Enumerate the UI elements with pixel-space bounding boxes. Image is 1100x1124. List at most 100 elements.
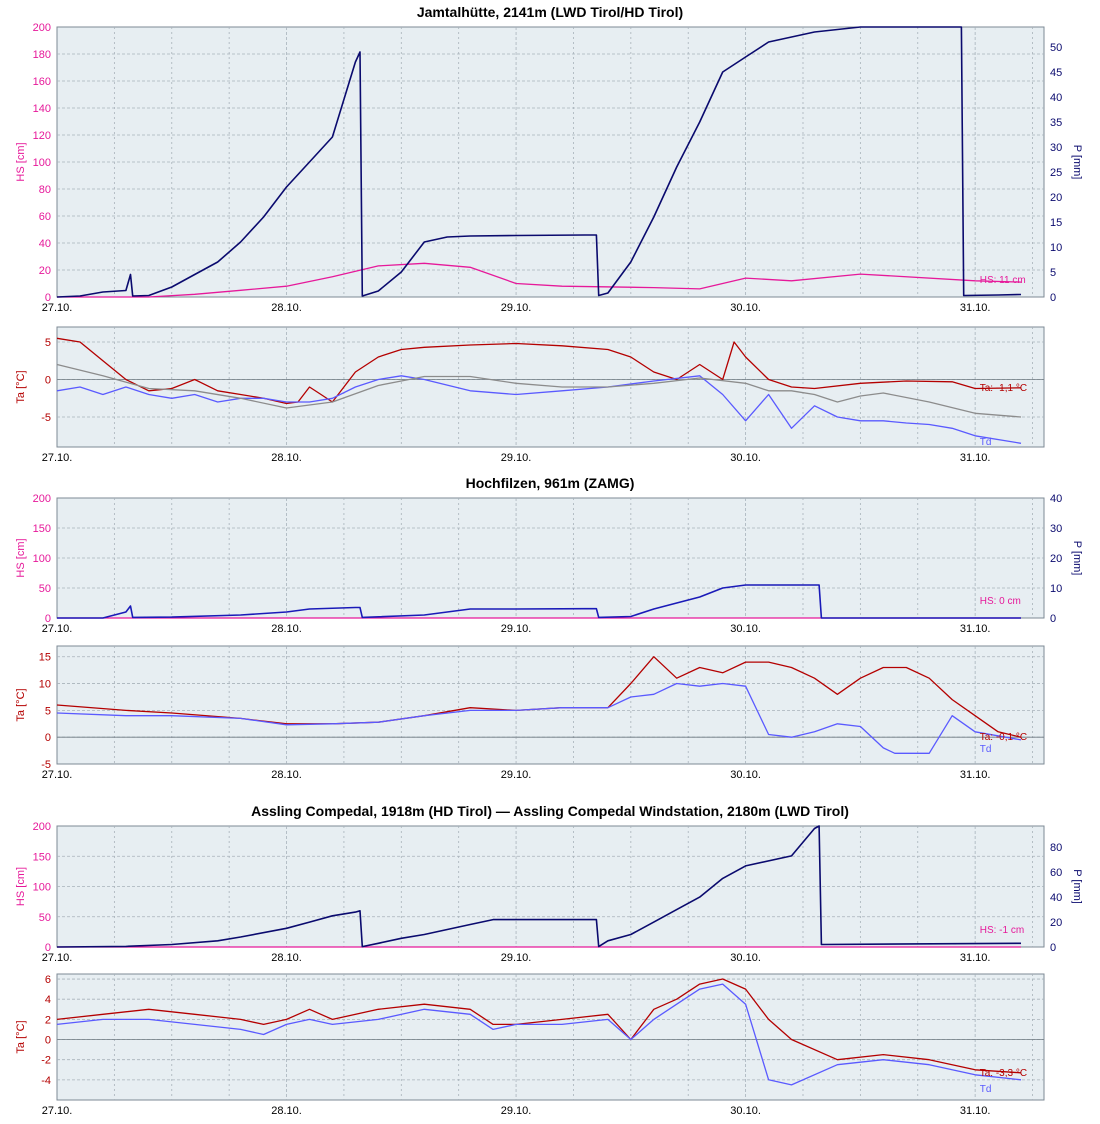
hochfilzen-snow-panel: 0 50 100 150 200 0 10 20 30 40 27.10. 28.10. 29.10. 3… <box>15 493 1083 635</box>
y-tick-label: 100 <box>33 157 51 169</box>
y-right-tick-label: 40 <box>1050 493 1062 505</box>
hs-end-label: HS: 0 cm <box>980 596 1021 607</box>
plot-area <box>56 497 1045 619</box>
series-line-ta-alt- <box>56 363 1022 418</box>
x-tick-label: 29.10. <box>501 452 532 464</box>
ta-end-label: Ta: -0,1 °C <box>980 732 1027 743</box>
y-tick-label: 0 <box>45 613 51 625</box>
ta-end-label: Ta: -3,3 °C <box>980 1068 1027 1079</box>
y-right-tick-label: 20 <box>1050 917 1062 929</box>
y-tick-label: 50 <box>39 583 51 595</box>
y-tick-label: 4 <box>45 994 51 1006</box>
y-tick-label: 2 <box>45 1014 51 1026</box>
y-right-tick-label: 15 <box>1050 217 1062 229</box>
x-tick-label: 29.10. <box>501 769 532 781</box>
y-axis-title: Ta [°C] <box>15 688 27 721</box>
y-right-tick-label: 0 <box>1050 942 1056 954</box>
series-line-ta <box>56 978 1022 1074</box>
y-tick-label: -5 <box>41 412 51 424</box>
x-tick-label: 30.10. <box>730 769 761 781</box>
station-title-assling: Assling Compedal, 1918m (HD Tirol) — Ass… <box>251 803 849 819</box>
x-tick-label: 29.10. <box>501 302 532 314</box>
plot-area <box>56 326 1045 448</box>
y-tick-label: 150 <box>33 851 51 863</box>
x-tick-label: 30.10. <box>730 452 761 464</box>
y-right-tick-label: 60 <box>1050 867 1062 879</box>
y-tick-label: 100 <box>33 553 51 565</box>
x-tick-label: 29.10. <box>501 1105 532 1117</box>
y-right-axis-title: P [mm] <box>1071 869 1083 904</box>
y-tick-label: 6 <box>45 974 51 986</box>
y-tick-label: 15 <box>39 652 51 664</box>
x-tick-label: 31.10. <box>960 769 991 781</box>
td-end-label: Td <box>980 437 992 448</box>
y-tick-label: 0 <box>45 375 51 387</box>
x-tick-label: 28.10. <box>271 452 302 464</box>
y-tick-label: -4 <box>41 1075 51 1087</box>
y-tick-label: 100 <box>33 882 51 894</box>
y-tick-label: 200 <box>33 22 51 34</box>
y-right-axis-title: P [mm] <box>1071 145 1083 180</box>
y-tick-label: 0 <box>45 942 51 954</box>
y-tick-label: 80 <box>39 184 51 196</box>
jamtal-temperature-panel: -5 0 5 27.10. 28.10. 29.10. 30.10. 31.10. Ta [°C… <box>15 326 1045 464</box>
x-tick-label: 28.10. <box>271 623 302 635</box>
x-tick-label: 27.10. <box>42 1105 73 1117</box>
y-tick-label: 5 <box>45 337 51 349</box>
series-line-td <box>56 682 1022 754</box>
jamtal-snow-panel: 0 20 40 60 80 100 120 140 160 180 200 0 5 10 15 20 25 30 3… <box>15 22 1083 314</box>
y-tick-label: -5 <box>41 759 51 771</box>
y-tick-label: 60 <box>39 211 51 223</box>
y-right-tick-label: 30 <box>1050 142 1062 154</box>
y-tick-label: 120 <box>33 130 51 142</box>
y-right-tick-label: 20 <box>1050 192 1062 204</box>
series-line-p <box>56 26 1022 298</box>
y-tick-label: 50 <box>39 912 51 924</box>
plot-area <box>56 26 1045 298</box>
y-axis-title: Ta [°C] <box>15 1020 27 1053</box>
x-tick-label: 27.10. <box>42 769 73 781</box>
y-right-tick-label: 30 <box>1050 523 1062 535</box>
y-right-tick-label: 20 <box>1050 553 1062 565</box>
series-line-td <box>56 983 1022 1086</box>
y-tick-label: 140 <box>33 103 51 115</box>
y-right-axis-title: P [mm] <box>1071 541 1083 576</box>
x-tick-label: 27.10. <box>42 623 73 635</box>
y-right-tick-label: 35 <box>1050 117 1062 129</box>
y-axis-title: HS [cm] <box>15 538 27 577</box>
td-end-label: Td <box>980 1084 992 1095</box>
x-tick-label: 27.10. <box>42 952 73 964</box>
td-end-label: Td <box>980 744 992 755</box>
x-tick-label: 31.10. <box>960 1105 991 1117</box>
x-tick-label: 28.10. <box>271 302 302 314</box>
x-tick-label: 30.10. <box>730 1105 761 1117</box>
y-tick-label: 0 <box>45 732 51 744</box>
x-tick-label: 29.10. <box>501 952 532 964</box>
x-tick-label: 31.10. <box>960 302 991 314</box>
y-right-tick-label: 10 <box>1050 242 1062 254</box>
y-tick-label: 150 <box>33 523 51 535</box>
y-tick-label: 5 <box>45 705 51 717</box>
y-tick-label: 40 <box>39 238 51 250</box>
x-tick-label: 31.10. <box>960 952 991 964</box>
y-axis-title: Ta [°C] <box>15 370 27 403</box>
series-line-p <box>57 584 1021 619</box>
x-tick-label: 30.10. <box>730 623 761 635</box>
plot-area <box>56 825 1045 948</box>
y-right-tick-label: 0 <box>1050 613 1056 625</box>
series-line-hs <box>57 262 1022 298</box>
x-tick-label: 27.10. <box>42 302 73 314</box>
y-tick-label: 20 <box>39 265 51 277</box>
x-tick-label: 28.10. <box>271 769 302 781</box>
hs-end-label: HS: 11 cm <box>980 275 1026 286</box>
y-right-tick-label: 5 <box>1050 267 1056 279</box>
x-tick-label: 31.10. <box>960 452 991 464</box>
y-axis-title: HS [cm] <box>15 142 27 181</box>
series-line-ta <box>56 337 1022 405</box>
y-axis-title: HS [cm] <box>15 867 27 906</box>
y-right-tick-label: 50 <box>1050 42 1062 54</box>
hochfilzen-temperature-panel: -5 0 5 10 15 27.10. 28.10. 29.10. 30.10. 31.10. Ta… <box>15 645 1045 781</box>
y-tick-label: 200 <box>33 493 51 505</box>
y-tick-label: 160 <box>33 76 51 88</box>
